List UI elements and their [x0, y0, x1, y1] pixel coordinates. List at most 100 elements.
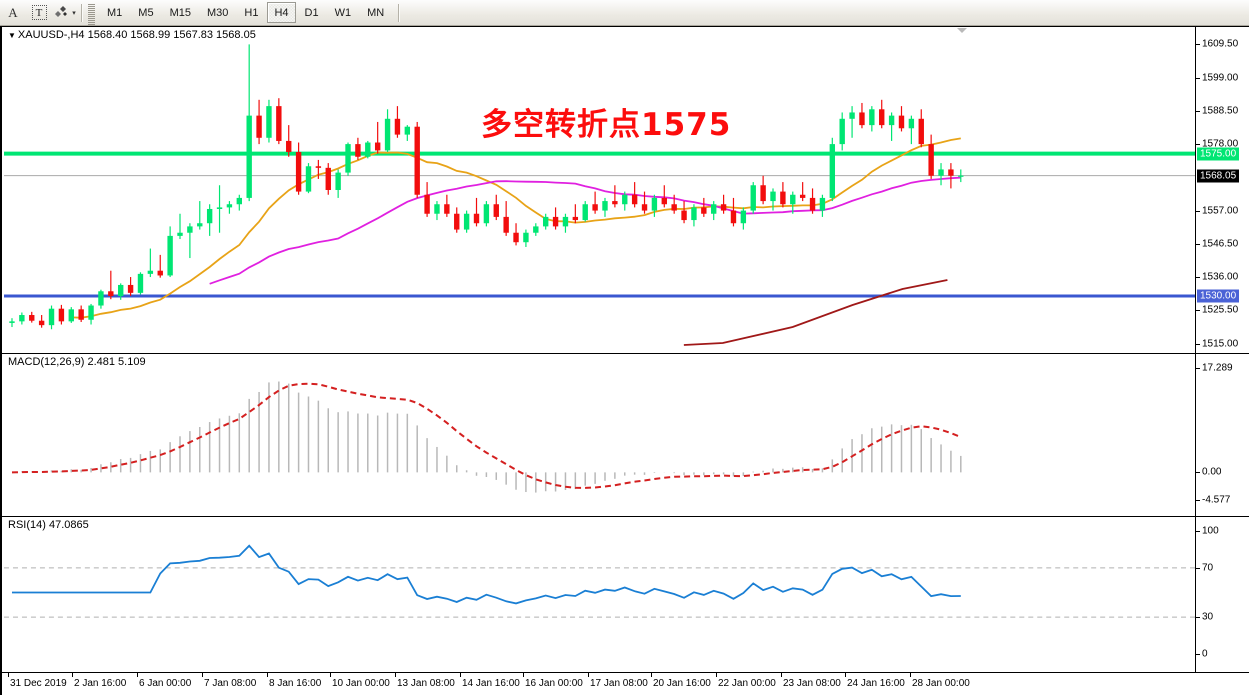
price-axis-label: 1578.00: [1202, 138, 1239, 150]
candle-body: [315, 166, 322, 168]
price-axis-tick: [1196, 210, 1200, 212]
candle-body: [226, 204, 233, 208]
pane-divider-1: [2, 353, 1249, 354]
rsi-axis[interactable]: 100 70 30 0: [1195, 517, 1249, 672]
collapse-caret-icon[interactable]: ▼: [8, 31, 16, 40]
candlestick-series: [9, 44, 964, 330]
price-badge-1575-00[interactable]: 1575.00: [1197, 147, 1240, 161]
candle-body: [454, 213, 460, 230]
candle-body: [394, 118, 401, 135]
time-axis-tick: [781, 673, 782, 677]
candle-body: [701, 207, 707, 214]
price-pane-title-text: XAUUSD-,H4 1568.40 1568.99 1567.83 1568.…: [17, 29, 256, 41]
price-badge-1568-05[interactable]: 1568.05: [1197, 169, 1240, 183]
candle-body: [711, 204, 717, 214]
objects-tool-button[interactable]: ▾: [53, 2, 77, 24]
candle-body: [68, 309, 74, 322]
price-pane[interactable]: ▼ XAUUSD-,H4 1568.40 1568.99 1567.83 1568…: [2, 27, 1249, 353]
macd-axis[interactable]: 17.289 0.00 -4.577: [1195, 354, 1249, 516]
candle-body: [562, 216, 569, 227]
price-axis-label: 1557.00: [1202, 205, 1239, 217]
text-tool-button[interactable]: A: [8, 4, 18, 20]
candle-body: [602, 201, 608, 211]
macd-signal-line: [11, 382, 962, 489]
rsi-axis-tick: [1196, 531, 1200, 532]
time-axis-label: 10 Jan 00:00: [332, 678, 390, 689]
candle-body: [720, 204, 727, 211]
price-axis-tick: [1196, 277, 1200, 279]
candle-body: [345, 144, 351, 173]
timeframe-d1[interactable]: D1: [304, 6, 319, 19]
candle-body: [78, 309, 84, 320]
time-axis-label: 20 Jan 16:00: [653, 678, 711, 689]
candle-body: [552, 216, 559, 227]
candle-body: [48, 308, 55, 326]
candle-body: [424, 194, 430, 214]
price-axis[interactable]: 1609.50 1599.00 1588.50 1578.00 1557.00 1546.…: [1195, 27, 1249, 353]
price-axis-label: 1588.50: [1202, 105, 1239, 117]
candle-body: [513, 232, 519, 243]
candle-body: [809, 197, 816, 211]
rsi-pane[interactable]: RSI(14) 47.0865 100 70 30 0: [2, 517, 1249, 672]
price-axis-label: 1525.50: [1202, 304, 1239, 316]
rsi-plot-area[interactable]: [4, 517, 1195, 672]
candle-body: [98, 291, 104, 306]
candle-body: [404, 126, 411, 135]
price-badge-1530-00[interactable]: 1530.00: [1197, 289, 1240, 303]
time-axis-tick: [460, 673, 461, 677]
shapes-icon: [55, 5, 68, 17]
toolbar-separator: [81, 3, 83, 22]
timeframe-m1[interactable]: M1: [107, 6, 123, 19]
candle-body: [187, 226, 193, 233]
price-axis-tick: [1196, 44, 1200, 46]
candle-body: [928, 144, 934, 176]
candle-body: [108, 291, 114, 297]
macd-plot-area[interactable]: [4, 354, 1195, 516]
rsi-pane-title: RSI(14) 47.0865: [8, 519, 89, 531]
candle-body: [246, 115, 252, 198]
rsi-plot-svg: [4, 544, 1195, 618]
candle-body: [750, 185, 756, 211]
price-plot-area[interactable]: [4, 27, 1195, 353]
rsi-line: [11, 544, 961, 605]
candle-body: [790, 194, 796, 205]
toolbar-grip[interactable]: [88, 4, 95, 27]
candle-body: [365, 142, 371, 157]
candle-body: [483, 204, 490, 224]
candle-body: [533, 226, 539, 233]
timeframe-m30[interactable]: M30: [206, 6, 229, 19]
timeframe-m5[interactable]: M5: [138, 6, 154, 19]
time-axis-label: 13 Jan 08:00: [397, 678, 455, 689]
timeframe-h1[interactable]: H1: [244, 6, 259, 19]
candle-body: [414, 126, 420, 195]
time-axis-tick: [716, 673, 717, 677]
label-tool-button[interactable]: T: [27, 2, 51, 24]
candle-body: [38, 320, 45, 326]
candle-body: [691, 207, 697, 221]
price-axis-tick: [1196, 310, 1200, 312]
chart-annotation: 多空转折点1575: [481, 107, 732, 143]
time-axis-label: 24 Jan 16:00: [847, 678, 905, 689]
timeframe-w1[interactable]: W1: [334, 6, 352, 19]
candle-body: [898, 115, 905, 129]
rsi-axis-label: 70: [1202, 562, 1214, 574]
time-axis-label: 2 Jan 16:00: [74, 678, 127, 689]
candle-body: [58, 308, 65, 322]
candle-body: [740, 210, 747, 224]
time-axis-tick: [8, 673, 9, 677]
candle-body: [325, 167, 331, 190]
timeframe-mn[interactable]: MN: [367, 6, 385, 19]
candle-body: [918, 118, 924, 145]
candle-body: [295, 152, 302, 192]
timeframe-h4[interactable]: H4: [267, 2, 296, 23]
toolbar: A T ▾ M1 M5 M15 M30 H1 H4 D1 W1 MN: [0, 0, 1249, 27]
macd-pane[interactable]: MACD(12,26,9) 2.481 5.109 17.289 0.00 -4.5…: [2, 354, 1249, 516]
timeframe-m15[interactable]: M15: [169, 6, 191, 19]
candle-body: [19, 315, 25, 322]
time-axis[interactable]: 31 Dec 2019 2 Jan 16:00 6 Jan 00:00 7 Jan 0…: [2, 672, 1249, 695]
candle-body: [147, 270, 154, 274]
candle-body: [206, 208, 213, 224]
chevron-down-icon: ▾: [72, 9, 76, 17]
candle-body: [582, 204, 588, 221]
candle-body: [760, 185, 766, 202]
